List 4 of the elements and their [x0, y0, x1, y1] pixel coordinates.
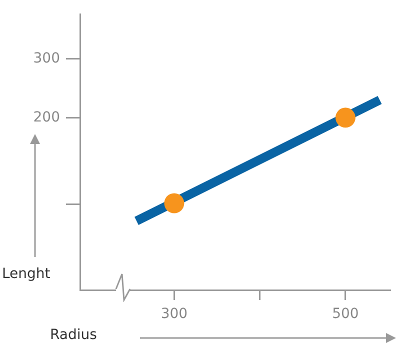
x-axis-title: Radius [50, 327, 97, 343]
y-tick-label: 200 [33, 109, 60, 126]
x-tick-label: 500 [332, 306, 359, 322]
y-axis-title: Lenght [2, 266, 50, 282]
